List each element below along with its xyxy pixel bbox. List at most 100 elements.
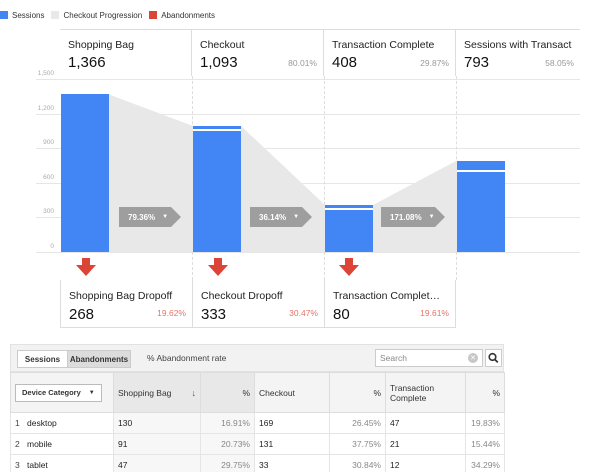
search-input[interactable]: Search ✕ — [375, 349, 483, 367]
bar-sessions-with-transactions[interactable] — [457, 160, 505, 252]
transaction-cell: 47 — [385, 412, 466, 434]
dropoff-value: 333 — [201, 306, 227, 323]
column-header-transaction-complete[interactable]: Transaction Complete — [385, 372, 466, 413]
legend-item-sessions[interactable]: Sessions — [0, 11, 44, 20]
progression-band-bag-to-checkout — [109, 94, 193, 252]
row-index: 3 — [15, 460, 20, 470]
dimension-header: Device Category ▼ — [10, 372, 114, 413]
device-link[interactable]: desktop — [27, 418, 57, 428]
device-link[interactable]: tablet — [27, 460, 48, 470]
progression-rate-pill[interactable]: 171.08% ▼ — [381, 207, 445, 227]
search-icon — [488, 352, 499, 364]
caret-down-icon: ▼ — [88, 389, 95, 396]
bar-highlight — [457, 169, 505, 172]
column-header-shopping-bag[interactable]: Shopping Bag ↓ — [113, 372, 201, 413]
dimension-dropdown[interactable]: Device Category ▼ — [15, 383, 102, 402]
legend-swatch-sessions — [0, 11, 8, 19]
dropoff-checkout[interactable]: Checkout Dropoff 333 30.47% — [192, 280, 325, 328]
stage-label: Sessions with Transactions — [464, 39, 572, 51]
shopping-bag-pct-cell: 16.91% — [200, 412, 255, 434]
dropoff-transaction-complete[interactable]: Transaction Complete Dropoff 80 19.61% — [324, 280, 456, 328]
dropoff-pct: 19.61% — [420, 308, 449, 318]
bar-highlight — [325, 207, 373, 210]
tab-sessions[interactable]: Sessions — [17, 350, 68, 368]
table-row: 1 desktop 130 16.91% 169 26.45% 47 19.83% — [10, 412, 505, 434]
legend-label-checkout-progression: Checkout Progression — [63, 10, 143, 20]
progression-rate-pill[interactable]: 36.14% ▼ — [250, 207, 312, 227]
stage-label: Transaction Complete — [332, 39, 435, 51]
progression-band-checkout-to-transaction — [241, 125, 325, 252]
transaction-pct-cell: 19.83% — [465, 412, 505, 434]
row-index: 2 — [15, 439, 20, 449]
column-header-checkout-pct[interactable]: % — [329, 372, 386, 413]
column-header-transaction-pct[interactable]: % — [465, 372, 505, 413]
checkout-pct-cell: 26.45% — [329, 412, 386, 434]
progression-rate-pill[interactable]: 79.36% ▼ — [119, 207, 181, 227]
stage-pct: 80.01% — [288, 58, 317, 68]
sort-descending-icon[interactable]: ↓ — [191, 387, 197, 398]
y-tick-label: 1,500 — [37, 70, 54, 77]
gridline — [36, 79, 580, 80]
shopping-bag-pct-cell: 29.75% — [200, 454, 255, 472]
stage-label: Shopping Bag — [68, 39, 134, 51]
legend-label-abandonments: Abandonments — [161, 10, 216, 20]
caret-down-icon: ▼ — [162, 214, 169, 220]
stage-value: 793 — [464, 54, 490, 71]
y-tick-label: 600 — [43, 174, 54, 181]
dropoff-label: Shopping Bag Dropoff — [69, 290, 173, 302]
chart-legend: Sessions Checkout Progression Abandonmen… — [0, 8, 222, 22]
dropoff-value: 268 — [69, 306, 95, 323]
legend-item-checkout-progression[interactable]: Checkout Progression — [51, 11, 142, 20]
dropoff-pct: 30.47% — [289, 308, 318, 318]
dimension-label: Device Category — [22, 388, 81, 397]
y-tick-label: 1,200 — [37, 105, 54, 112]
stage-pct: 29.87% — [420, 58, 449, 68]
gridline — [36, 252, 580, 253]
search-button[interactable] — [485, 349, 502, 367]
legend-swatch-abandonments — [149, 11, 158, 19]
dropoff-label: Checkout Dropoff — [201, 290, 283, 302]
transaction-pct-cell: 15.44% — [465, 433, 505, 455]
clear-icon[interactable]: ✕ — [468, 353, 478, 363]
abandonment-rate-toggle[interactable]: % Abandonment rate — [147, 353, 227, 363]
tab-abandonments[interactable]: Abandonments — [67, 350, 131, 368]
bar-shopping-bag[interactable] — [61, 94, 109, 252]
legend-item-abandonments[interactable]: Abandonments — [149, 11, 215, 20]
legend-swatch-checkout-progression — [51, 11, 60, 19]
gridline — [36, 114, 580, 115]
row-index: 1 — [15, 418, 20, 428]
transaction-cell: 12 — [385, 454, 466, 472]
legend-label-sessions: Sessions — [12, 10, 45, 20]
transaction-cell: 21 — [385, 433, 466, 455]
shopping-bag-cell: 91 — [113, 433, 201, 455]
stage-header-sessions-with-transactions[interactable]: Sessions with Transactions 793 58.05% — [456, 30, 580, 76]
column-header-label: Shopping Bag — [118, 387, 172, 398]
transaction-pct-cell: 34.29% — [465, 454, 505, 472]
stage-header-checkout[interactable]: Checkout 1,093 80.01% — [192, 30, 324, 76]
stage-header-shopping-bag[interactable]: Shopping Bag 1,366 — [60, 30, 192, 76]
bar-transaction-complete[interactable] — [325, 204, 373, 252]
device-cell: 3 tablet — [10, 454, 114, 472]
column-header-shopping-bag-pct[interactable]: % — [200, 372, 255, 413]
stage-label: Checkout — [200, 39, 245, 51]
shopping-bag-pct-cell: 20.73% — [200, 433, 255, 455]
gridline — [36, 148, 580, 149]
checkout-cell: 33 — [254, 454, 330, 472]
abandonment-arrow-icon — [76, 258, 96, 276]
table-row: 3 tablet 47 29.75% 33 30.84% 12 34.29% — [10, 454, 505, 472]
column-header-checkout[interactable]: Checkout — [254, 372, 330, 413]
stage-header-transaction-complete[interactable]: Transaction Complete 408 29.87% — [324, 30, 456, 76]
caret-down-icon: ▼ — [293, 214, 300, 220]
shopping-bag-cell: 47 — [113, 454, 201, 472]
table-row: 2 mobile 91 20.73% 131 37.75% 21 15.44% — [10, 433, 505, 455]
device-cell: 1 desktop — [10, 412, 114, 434]
progression-rate-value: 79.36% — [128, 212, 156, 222]
dropoff-shopping-bag[interactable]: Shopping Bag Dropoff 268 19.62% — [60, 280, 193, 328]
table-header-row: Device Category ▼ Shopping Bag ↓ % Check… — [10, 372, 505, 413]
device-link[interactable]: mobile — [27, 439, 53, 449]
bar-highlight — [193, 128, 241, 131]
stage-value: 408 — [332, 54, 358, 71]
shopping-bag-cell: 130 — [113, 412, 201, 434]
bar-checkout[interactable] — [193, 125, 241, 252]
progression-rate-value: 36.14% — [259, 212, 287, 222]
